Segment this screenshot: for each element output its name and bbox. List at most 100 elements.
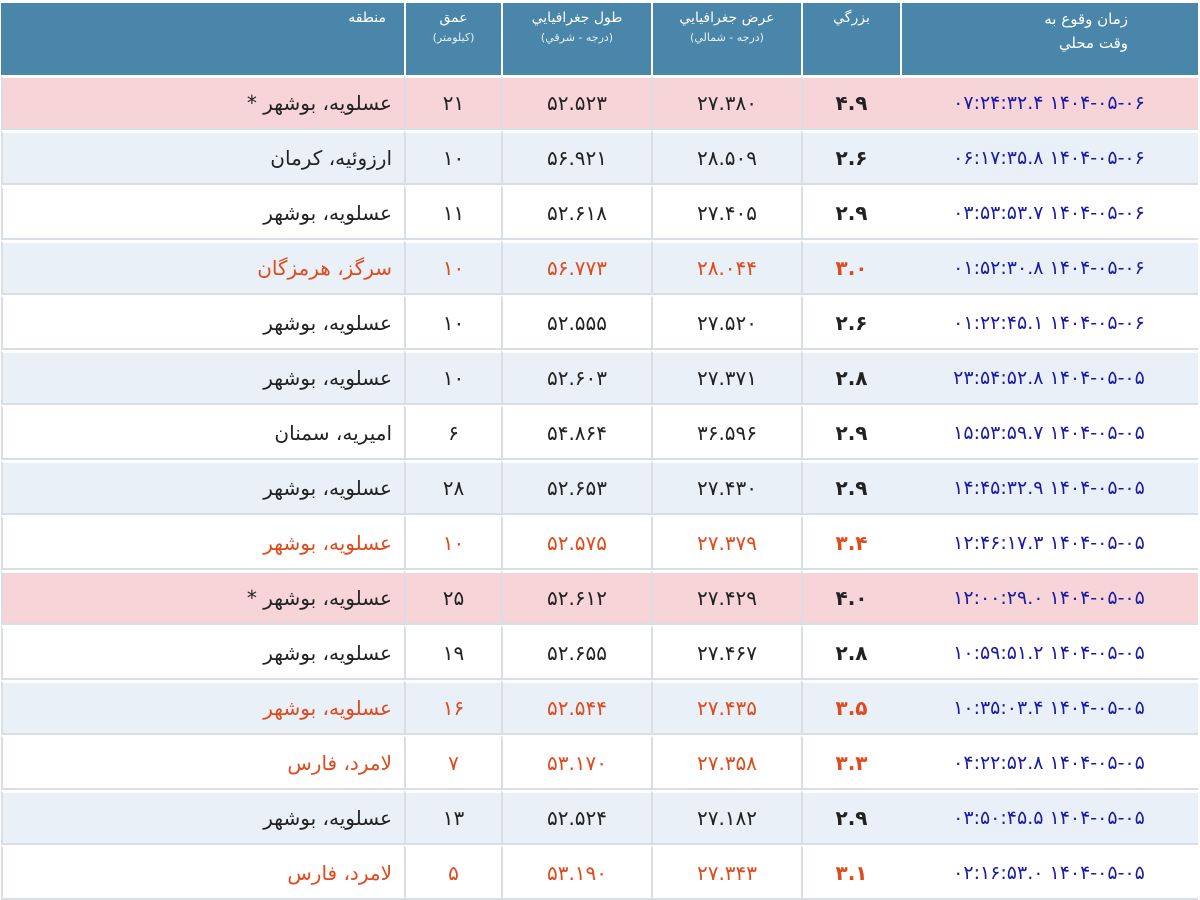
depth-cell: ۲۱	[404, 75, 501, 130]
table-row: ۱۴۰۴-۰۵-۰۶ ۰۱:۲۲:۴۵.۱ ۲.۶ ۲۷.۵۲۰ ۵۲.۵۵۵ ۱۰ عس…	[1, 295, 1198, 350]
longitude-cell: ۵۴.۸۶۴	[501, 405, 651, 460]
magnitude-cell: ۳.۵	[801, 680, 900, 735]
table-row: ۱۴۰۴-۰۵-۰۶ ۰۷:۲۴:۳۲.۴ ۴.۹ ۲۷.۳۸۰ ۵۲.۵۲۳ ۲۱ عس…	[1, 75, 1198, 130]
time-cell: ۱۴۰۴-۰۵-۰۵ ۲۳:۵۴:۵۲.۸	[900, 350, 1198, 405]
table-row: ۱۴۰۴-۰۵-۰۶ ۰۳:۵۳:۵۳.۷ ۲.۹ ۲۷.۴۰۵ ۵۲.۶۱۸ ۱۱ عس…	[1, 185, 1198, 240]
time-cell: ۱۴۰۴-۰۵-۰۶ ۰۶:۱۷:۳۵.۸	[900, 130, 1198, 185]
depth-cell: ۵	[404, 845, 501, 900]
region-cell: عسلويه، بوشهر	[1, 625, 404, 680]
table-row: ۱۴۰۴-۰۵-۰۶ ۰۶:۱۷:۳۵.۸ ۲.۶ ۲۸.۵۰۹ ۵۶.۹۲۱ ۱۰ ار…	[1, 130, 1198, 185]
latitude-cell: ۲۷.۳۷۹	[651, 515, 801, 570]
latitude-cell: ۲۷.۳۴۳	[651, 845, 801, 900]
longitude-cell: ۵۶.۹۲۱	[501, 130, 651, 185]
table-body: ۱۴۰۴-۰۵-۰۶ ۰۷:۲۴:۳۲.۴ ۴.۹ ۲۷.۳۸۰ ۵۲.۵۲۳ ۲۱ عس…	[1, 75, 1198, 900]
header-magnitude: بزرگي	[801, 3, 900, 75]
earthquake-table: زمان وقوع به وقت محلي بزرگي عرض جغرافياي…	[1, 3, 1198, 900]
depth-cell: ۷	[404, 735, 501, 790]
time-cell: ۱۴۰۴-۰۵-۰۶ ۰۱:۵۲:۳۰.۸	[900, 240, 1198, 295]
header-latitude: عرض جغرافيايي (درجه - شمالي)	[651, 3, 801, 75]
magnitude-cell: ۲.۹	[801, 185, 900, 240]
longitude-cell: ۵۲.۶۵۵	[501, 625, 651, 680]
header-depth-label: عمق	[439, 10, 468, 26]
magnitude-cell: ۲.۶	[801, 130, 900, 185]
table-header-row: زمان وقوع به وقت محلي بزرگي عرض جغرافياي…	[1, 3, 1198, 75]
longitude-cell: ۵۲.۶۱۸	[501, 185, 651, 240]
latitude-cell: ۲۷.۵۲۰	[651, 295, 801, 350]
latitude-cell: ۲۷.۳۷۱	[651, 350, 801, 405]
depth-cell: ۱۹	[404, 625, 501, 680]
longitude-cell: ۵۳.۱۷۰	[501, 735, 651, 790]
longitude-cell: ۵۲.۵۲۴	[501, 790, 651, 845]
header-longitude: طول جغرافيايي (درجه - شرقي)	[501, 3, 651, 75]
table-row: ۱۴۰۴-۰۵-۰۵ ۱۲:۰۰:۲۹.۰ ۴.۰ ۲۷.۴۲۹ ۵۲.۶۱۲ ۲۵ عس…	[1, 570, 1198, 625]
magnitude-cell: ۳.۰	[801, 240, 900, 295]
region-cell: لامرد، فارس	[1, 845, 404, 900]
header-latitude-label: عرض جغرافيايي	[679, 10, 775, 26]
time-cell: ۱۴۰۴-۰۵-۰۵ ۱۴:۴۵:۳۲.۹	[900, 460, 1198, 515]
longitude-cell: ۵۲.۶۱۲	[501, 570, 651, 625]
latitude-cell: ۲۷.۴۶۷	[651, 625, 801, 680]
region-cell: عسلويه، بوشهر	[1, 295, 404, 350]
table-row: ۱۴۰۴-۰۵-۰۵ ۱۰:۵۹:۵۱.۲ ۲.۸ ۲۷.۴۶۷ ۵۲.۶۵۵ ۱۹ عس…	[1, 625, 1198, 680]
region-cell: عسلويه، بوشهر	[1, 790, 404, 845]
region-cell: عسلويه، بوشهر *	[1, 570, 404, 625]
longitude-cell: ۵۲.۵۷۵	[501, 515, 651, 570]
latitude-cell: ۲۷.۴۲۹	[651, 570, 801, 625]
depth-cell: ۱۰	[404, 515, 501, 570]
longitude-cell: ۵۲.۵۴۴	[501, 680, 651, 735]
table-row: ۱۴۰۴-۰۵-۰۵ ۰۳:۵۰:۴۵.۵ ۲.۹ ۲۷.۱۸۲ ۵۲.۵۲۴ ۱۳ عس…	[1, 790, 1198, 845]
latitude-cell: ۲۷.۳۸۰	[651, 75, 801, 130]
depth-cell: ۱۱	[404, 185, 501, 240]
header-magnitude-label: بزرگي	[833, 10, 870, 26]
time-cell: ۱۴۰۴-۰۵-۰۵ ۱۰:۳۵:۰۳.۴	[900, 680, 1198, 735]
depth-cell: ۶	[404, 405, 501, 460]
table-row: ۱۴۰۴-۰۵-۰۵ ۰۴:۲۲:۵۲.۸ ۳.۳ ۲۷.۳۵۸ ۵۳.۱۷۰ ۷ لام…	[1, 735, 1198, 790]
header-longitude-unit: (درجه - شرقي)	[540, 31, 614, 44]
magnitude-cell: ۲.۹	[801, 460, 900, 515]
magnitude-cell: ۲.۹	[801, 405, 900, 460]
depth-cell: ۱۰	[404, 295, 501, 350]
region-cell: عسلويه، بوشهر	[1, 515, 404, 570]
header-depth: عمق (كيلومتر)	[404, 3, 501, 75]
time-cell: ۱۴۰۴-۰۵-۰۵ ۱۲:۰۰:۲۹.۰	[900, 570, 1198, 625]
longitude-cell: ۵۶.۷۷۳	[501, 240, 651, 295]
time-cell: ۱۴۰۴-۰۵-۰۵ ۰۳:۵۰:۴۵.۵	[900, 790, 1198, 845]
region-cell: عسلويه، بوشهر *	[1, 75, 404, 130]
header-depth-unit: (كيلومتر)	[432, 31, 475, 44]
longitude-cell: ۵۲.۵۲۳	[501, 75, 651, 130]
latitude-cell: ۲۷.۳۵۸	[651, 735, 801, 790]
latitude-cell: ۳۶.۵۹۶	[651, 405, 801, 460]
time-cell: ۱۴۰۴-۰۵-۰۵ ۰۴:۲۲:۵۲.۸	[900, 735, 1198, 790]
depth-cell: ۱۰	[404, 240, 501, 295]
region-cell: سرگز، هرمزگان	[1, 240, 404, 295]
depth-cell: ۱۳	[404, 790, 501, 845]
latitude-cell: ۲۸.۵۰۹	[651, 130, 801, 185]
magnitude-cell: ۳.۳	[801, 735, 900, 790]
header-time: زمان وقوع به وقت محلي	[900, 3, 1198, 75]
table-row: ۱۴۰۴-۰۵-۰۵ ۱۲:۴۶:۱۷.۳ ۳.۴ ۲۷.۳۷۹ ۵۲.۵۷۵ ۱۰ عس…	[1, 515, 1198, 570]
longitude-cell: ۵۲.۵۵۵	[501, 295, 651, 350]
depth-cell: ۱۰	[404, 350, 501, 405]
time-cell: ۱۴۰۴-۰۵-۰۵ ۰۲:۱۶:۵۳.۰	[900, 845, 1198, 900]
depth-cell: ۲۵	[404, 570, 501, 625]
depth-cell: ۱۶	[404, 680, 501, 735]
latitude-cell: ۲۷.۱۸۲	[651, 790, 801, 845]
header-time-line2: وقت محلي	[1058, 34, 1128, 52]
magnitude-cell: ۲.۶	[801, 295, 900, 350]
region-cell: ارزوئيه، كرمان	[1, 130, 404, 185]
region-cell: عسلويه، بوشهر	[1, 460, 404, 515]
latitude-cell: ۲۷.۴۰۵	[651, 185, 801, 240]
region-cell: عسلويه، بوشهر	[1, 185, 404, 240]
region-cell: عسلويه، بوشهر	[1, 350, 404, 405]
magnitude-cell: ۲.۸	[801, 350, 900, 405]
table-row: ۱۴۰۴-۰۵-۰۵ ۲۳:۵۴:۵۲.۸ ۲.۸ ۲۷.۳۷۱ ۵۲.۶۰۳ ۱۰ عس…	[1, 350, 1198, 405]
magnitude-cell: ۳.۱	[801, 845, 900, 900]
magnitude-cell: ۴.۹	[801, 75, 900, 130]
time-cell: ۱۴۰۴-۰۵-۰۶ ۰۳:۵۳:۵۳.۷	[900, 185, 1198, 240]
magnitude-cell: ۲.۹	[801, 790, 900, 845]
header-time-line1: زمان وقوع به	[1044, 10, 1128, 28]
longitude-cell: ۵۳.۱۹۰	[501, 845, 651, 900]
header-latitude-unit: (درجه - شمالي)	[690, 31, 764, 44]
region-cell: اميريه، سمنان	[1, 405, 404, 460]
magnitude-cell: ۳.۴	[801, 515, 900, 570]
